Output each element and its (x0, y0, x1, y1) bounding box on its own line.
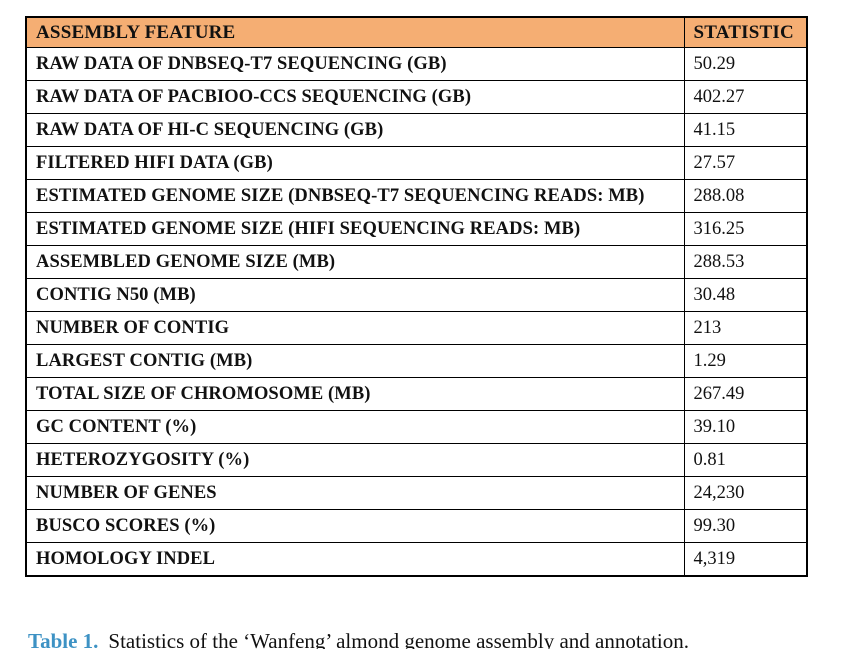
table-row: BUSCO SCORES (%) 99.30 (25, 509, 808, 543)
statistic-cell: 1.29 (683, 344, 808, 378)
table-row: CONTIG N50 (MB) 30.48 (25, 278, 808, 312)
feature-cell: NUMBER OF GENES (25, 476, 685, 510)
table-row: HOMOLOGY INDEL 4,319 (25, 542, 808, 577)
statistic-cell: 213 (683, 311, 808, 345)
table-row: TOTAL SIZE OF CHROMOSOME (MB) 267.49 (25, 377, 808, 411)
table-row: LARGEST CONTIG (MB) 1.29 (25, 344, 808, 378)
feature-cell: LARGEST CONTIG (MB) (25, 344, 685, 378)
assembly-statistics-table-container: ASSEMBLY FEATURE STATISTIC RAW DATA OF D… (25, 16, 808, 577)
table-caption-text: Statistics of the ‘Wanfeng’ almond genom… (108, 629, 689, 649)
table-row: HETEROZYGOSITY (%) 0.81 (25, 443, 808, 477)
statistic-cell: 30.48 (683, 278, 808, 312)
assembly-statistics-table: ASSEMBLY FEATURE STATISTIC RAW DATA OF D… (25, 16, 808, 577)
statistic-cell: 0.81 (683, 443, 808, 477)
table-caption-label: Table 1. (28, 629, 99, 649)
statistic-cell: 288.08 (683, 179, 808, 213)
statistic-cell: 4,319 (683, 542, 808, 577)
feature-cell: HOMOLOGY INDEL (25, 542, 685, 577)
table-row: ESTIMATED GENOME SIZE (DNBSEQ-T7 SEQUENC… (25, 179, 808, 213)
feature-cell: ESTIMATED GENOME SIZE (HIFI SEQUENCING R… (25, 212, 685, 246)
table-header-feature: ASSEMBLY FEATURE (25, 16, 685, 48)
statistic-cell: 24,230 (683, 476, 808, 510)
feature-cell: NUMBER OF CONTIG (25, 311, 685, 345)
feature-cell: RAW DATA OF PACBIOO-CCS SEQUENCING (GB) (25, 80, 685, 114)
statistic-cell: 39.10 (683, 410, 808, 444)
feature-cell: RAW DATA OF HI-C SEQUENCING (GB) (25, 113, 685, 147)
table-row: NUMBER OF GENES 24,230 (25, 476, 808, 510)
statistic-cell: 288.53 (683, 245, 808, 279)
feature-cell: CONTIG N50 (MB) (25, 278, 685, 312)
table-caption: Table 1. Statistics of the ‘Wanfeng’ almo… (28, 627, 828, 649)
feature-cell: GC CONTENT (%) (25, 410, 685, 444)
feature-cell: TOTAL SIZE OF CHROMOSOME (MB) (25, 377, 685, 411)
feature-cell: ESTIMATED GENOME SIZE (DNBSEQ-T7 SEQUENC… (25, 179, 685, 213)
table-header-statistic: STATISTIC (683, 16, 808, 48)
feature-cell: ASSEMBLED GENOME SIZE (MB) (25, 245, 685, 279)
table-row: GC CONTENT (%) 39.10 (25, 410, 808, 444)
table-row: NUMBER OF CONTIG 213 (25, 311, 808, 345)
statistic-cell: 27.57 (683, 146, 808, 180)
statistic-cell: 316.25 (683, 212, 808, 246)
feature-cell: BUSCO SCORES (%) (25, 509, 685, 543)
statistic-cell: 41.15 (683, 113, 808, 147)
table-row: ASSEMBLED GENOME SIZE (MB) 288.53 (25, 245, 808, 279)
statistic-cell: 50.29 (683, 47, 808, 81)
statistic-cell: 267.49 (683, 377, 808, 411)
table-row: RAW DATA OF PACBIOO-CCS SEQUENCING (GB) … (25, 80, 808, 114)
statistic-cell: 402.27 (683, 80, 808, 114)
table-row: RAW DATA OF HI-C SEQUENCING (GB) 41.15 (25, 113, 808, 147)
feature-cell: FILTERED HIFI DATA (GB) (25, 146, 685, 180)
statistic-cell: 99.30 (683, 509, 808, 543)
table-row: FILTERED HIFI DATA (GB) 27.57 (25, 146, 808, 180)
table-row: ESTIMATED GENOME SIZE (HIFI SEQUENCING R… (25, 212, 808, 246)
table-row: RAW DATA OF DNBSEQ-T7 SEQUENCING (GB) 50… (25, 47, 808, 81)
table-header-row: ASSEMBLY FEATURE STATISTIC (25, 16, 808, 48)
feature-cell: RAW DATA OF DNBSEQ-T7 SEQUENCING (GB) (25, 47, 685, 81)
feature-cell: HETEROZYGOSITY (%) (25, 443, 685, 477)
